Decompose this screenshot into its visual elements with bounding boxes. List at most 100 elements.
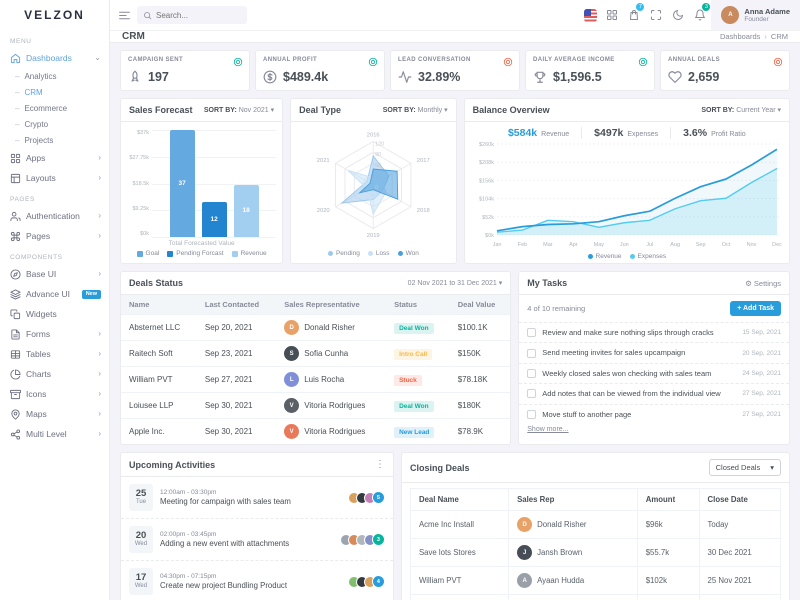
bar-goal: 37	[169, 130, 195, 237]
legend-item-pending[interactable]: Pending	[327, 250, 360, 257]
closing-deals-card: Closing Deals Closed Deals ▾ Deal Name Sa…	[400, 452, 790, 600]
column-header: Name	[121, 295, 197, 315]
my-tasks-title: My Tasks	[527, 278, 568, 288]
task-checkbox[interactable]	[527, 368, 537, 378]
hamburger-icon[interactable]	[118, 9, 131, 22]
avatar-group: 3	[339, 533, 385, 546]
avatar: D	[517, 517, 533, 532]
search-input[interactable]	[156, 10, 241, 20]
legend-item-expenses[interactable]: Expenses	[629, 253, 666, 260]
sidebar-item-pages[interactable]: Pages ›	[0, 226, 109, 246]
user-menu[interactable]: A Anna Adame Founder	[711, 0, 800, 30]
sidebar-item-multi-level[interactable]: Multi Level ›	[0, 424, 109, 444]
cart-icon[interactable]: 7	[623, 0, 645, 30]
deal-type-sort[interactable]: SORT BY: Monthly ▾	[382, 107, 448, 114]
task-checkbox[interactable]	[527, 348, 537, 358]
sidebar-item-dashboards[interactable]: Dashboards ⌄	[0, 48, 109, 68]
sidebar-section-label: MENU	[10, 38, 32, 45]
stat-label: DAILY AVERAGE INCOME	[533, 57, 615, 63]
deals-status-card: Deals Status 02 Nov 2021 to 31 Dec 2021 …	[120, 271, 512, 445]
status-badge: Stuck	[394, 375, 422, 386]
sidebar-item-tables[interactable]: Tables ›	[0, 344, 109, 364]
sidebar-item-advance-ui[interactable]: Advance UI New	[0, 284, 109, 304]
search-icon	[144, 11, 152, 19]
sidebar-subitem-projects[interactable]: ‒ Projects	[15, 135, 54, 145]
language-flag-icon[interactable]	[579, 0, 601, 30]
sidebar-item-authentication[interactable]: Authentication ›	[0, 206, 109, 226]
chevron-right-icon: ›	[98, 369, 101, 378]
fullscreen-icon[interactable]	[645, 0, 667, 30]
stat-label: ANNUAL PROFIT	[263, 57, 318, 63]
sales-forecast-legend: Goal Pending Forcast Revenue	[121, 248, 282, 263]
legend-item-revenue[interactable]: Revenue	[231, 250, 267, 257]
svg-text:Sep: Sep	[696, 242, 706, 248]
balance-overview-card: Balance Overview SORT BY: Current Year ▾…	[463, 98, 790, 264]
sidebar-item-label: Icons	[26, 389, 47, 399]
avatar-group: 4	[347, 575, 385, 588]
deal-type-title: Deal Type	[299, 105, 342, 115]
sidebar-item-layouts[interactable]: Layouts ›	[0, 168, 109, 188]
column-header: Last Contacted	[196, 295, 277, 315]
add-task-button[interactable]: + Add Task	[730, 301, 781, 316]
apps-grid-icon[interactable]	[601, 0, 623, 30]
map-pin-icon	[11, 408, 20, 420]
table-icon	[10, 349, 21, 359]
breadcrumb-parent[interactable]: Dashboards	[719, 32, 761, 41]
closing-deals-filter[interactable]: Closed Deals ▾	[708, 459, 781, 476]
show-more-link[interactable]: Show more...	[527, 425, 569, 433]
deals-status-date-filter[interactable]: 02 Nov 2021 to 31 Dec 2021 ▾	[407, 280, 503, 287]
chevron-right-icon: ›	[98, 211, 101, 220]
svg-text:2020: 2020	[317, 208, 330, 214]
sidebar-section-label: PAGES	[10, 196, 35, 203]
sidebar-subitem-crypto[interactable]: ‒ Crypto	[15, 119, 49, 129]
task-checkbox[interactable]	[527, 328, 537, 338]
task-checkbox[interactable]	[527, 389, 537, 399]
legend-item-revenue[interactable]: Revenue	[587, 253, 622, 260]
legend-item-goal[interactable]: Goal	[136, 250, 159, 257]
activities-menu-icon[interactable]: ⋮	[374, 459, 385, 470]
sidebar-subitem-crm[interactable]: ‒ CRM	[15, 87, 43, 97]
sidebar-item-icons[interactable]: Icons ›	[0, 384, 109, 404]
row-deals-tasks: Deals Status 02 Nov 2021 to 31 Dec 2021 …	[120, 271, 790, 445]
deal-type-card: Deal Type SORT BY: Monthly ▾ 2016 2017 201…	[290, 98, 457, 264]
sidebar-item-maps[interactable]: Maps ›	[0, 404, 109, 424]
sales-forecast-sort[interactable]: SORT BY: Nov 2021 ▾	[203, 107, 275, 114]
svg-text:Apr: Apr	[569, 242, 578, 248]
sidebar-subitem-ecommerce[interactable]: ‒ Ecommerce	[15, 103, 68, 113]
svg-text:$104k: $104k	[479, 197, 494, 203]
balance-overview-sort[interactable]: SORT BY: Current Year ▾	[701, 107, 781, 114]
new-badge: New	[81, 289, 101, 299]
breadcrumb-current: CRM	[770, 32, 788, 41]
sidebar-item-label: Charts	[26, 369, 52, 379]
svg-text:Feb: Feb	[518, 242, 527, 248]
sidebar-item-charts[interactable]: Charts ›	[0, 364, 109, 384]
dark-mode-icon[interactable]	[667, 0, 689, 30]
apps-icon	[10, 153, 21, 163]
task-checkbox[interactable]	[527, 409, 537, 419]
sidebar-item-apps[interactable]: Apps ›	[0, 148, 109, 168]
table-row: William PVT A Ayaan Hudda $102k 25 Nov 20…	[409, 566, 781, 595]
tasks-settings-button[interactable]: ⚙ Settings	[745, 278, 781, 288]
column-header: Deal Name	[409, 488, 510, 511]
table-row: Absternet LLC Sep 20, 2021 D Donald Rishe…	[121, 314, 511, 341]
sidebar-item-base-ui[interactable]: Base UI ›	[0, 264, 109, 284]
legend-item-won[interactable]: Won	[397, 250, 419, 257]
topbar: 7 3 A Anna Adame Founder	[110, 0, 800, 30]
sidebar-item-widgets[interactable]: Widgets	[0, 304, 109, 324]
heart-icon	[668, 71, 682, 83]
notifications-icon[interactable]: 3	[689, 0, 711, 30]
legend-item-pending-forcast[interactable]: Pending Forcast	[167, 250, 224, 257]
sidebar-item-label: Maps	[26, 409, 47, 419]
sidebar-item-label: Multi Level	[26, 429, 67, 439]
sidebar-item-forms[interactable]: Forms ›	[0, 324, 109, 344]
stat-value: 197	[148, 70, 169, 84]
brand-logo[interactable]: VELZON	[24, 8, 85, 22]
legend-item-loss[interactable]: Loss	[367, 250, 390, 257]
stat-cards-row: CAMPAIGN SENT 197 ANNUAL PROFIT $489.4k LE…	[120, 50, 790, 91]
avatar: L	[284, 372, 300, 387]
sidebar-subitem-analytics[interactable]: ‒ Analytics	[15, 71, 57, 81]
column-header: Status	[386, 295, 450, 315]
avatar-count-badge: 3	[371, 533, 385, 546]
